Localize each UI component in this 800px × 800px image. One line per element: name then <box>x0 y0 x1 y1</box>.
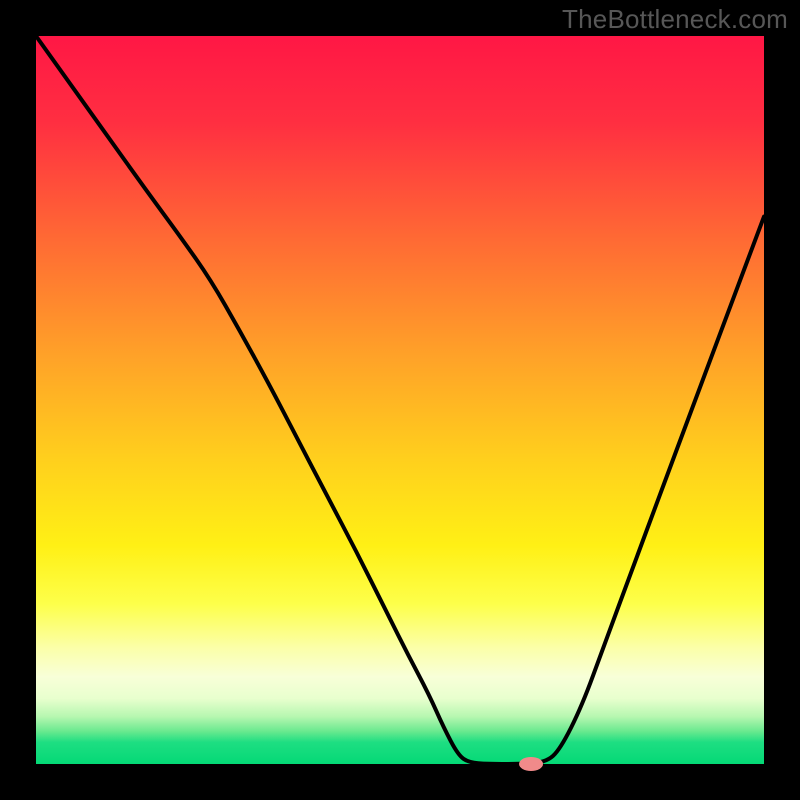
border-right <box>764 0 800 800</box>
plot-background <box>36 36 764 764</box>
optimal-marker <box>519 757 543 771</box>
border-left <box>0 0 36 800</box>
watermark-text: TheBottleneck.com <box>562 4 788 35</box>
chart-svg <box>0 0 800 800</box>
bottleneck-chart: TheBottleneck.com <box>0 0 800 800</box>
border-bottom <box>0 764 800 800</box>
